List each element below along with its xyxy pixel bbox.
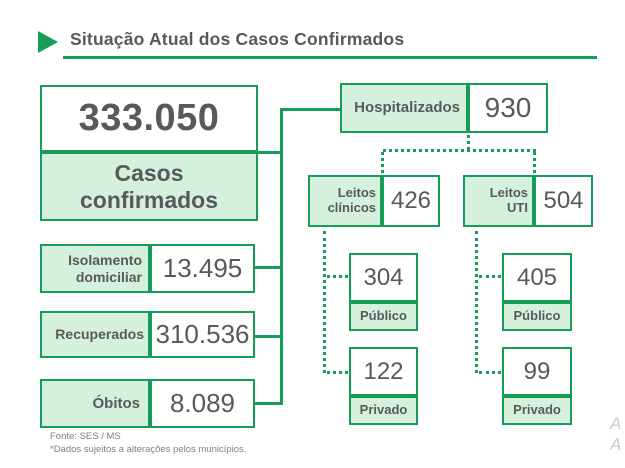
connector-to-isolamento [254,266,282,269]
corner-mark-2: A [610,435,622,454]
dotted-uti-branch [475,231,478,373]
source-note: Fonte: SES / MS [50,431,121,442]
uti-publico-label: Público [502,302,572,331]
leitos-clinicos-label: Leitos clínicos [308,175,382,227]
connector-to-recuperados [254,335,282,338]
clinicos-publico-label: Público [349,302,418,331]
leitos-clinicos-value: 426 [382,175,440,227]
dotted-to-405 [479,275,501,278]
hospitalizados-value: 930 [468,83,548,133]
dotted-to-leitos-clinicos [381,152,384,173]
page-title: Situação Atual dos Casos Confirmados [70,29,405,49]
uti-privado-value: 99 [502,347,572,396]
dotted-hospitalizados-down [467,135,470,150]
dotted-horizontal-leitos [383,149,536,152]
clinicos-publico-value: 304 [349,253,418,302]
uti-publico-value: 405 [502,253,572,302]
connector-to-total [257,151,282,154]
uti-privado-label: Privado [502,396,572,425]
title-underline [63,56,597,59]
corner-mark-1: A [610,414,622,433]
dotted-to-304 [327,275,348,278]
connector-trunk [280,108,283,405]
clinicos-privado-label: Privado [349,396,418,425]
connector-to-hospitalizados [281,108,341,111]
recuperados-value: 310.536 [150,311,255,358]
dotted-clinicos-branch [323,231,326,373]
clinicos-privado-value: 122 [349,347,418,396]
obitos-label: Óbitos [40,379,150,428]
disclaimer-note: *Dados sujeitos a alterações pelos munic… [50,444,247,455]
dotted-to-99 [479,371,501,374]
hospitalizados-label: Hospitalizados [340,83,468,133]
obitos-value: 8.089 [150,379,255,428]
leitos-uti-label: Leitos UTI [463,175,534,227]
recuperados-label: Recuperados [40,311,150,358]
dotted-to-leitos-uti [533,152,536,173]
total-cases-label: Casos confirmados [40,152,258,221]
isolamento-value: 13.495 [150,244,255,293]
connector-to-obitos [254,402,282,405]
leitos-uti-value: 504 [534,175,593,227]
total-cases-value: 333.050 [40,85,258,152]
dotted-to-122 [327,371,348,374]
arrow-right-icon [38,31,58,53]
isolamento-label: Isolamento domiciliar [40,244,150,293]
